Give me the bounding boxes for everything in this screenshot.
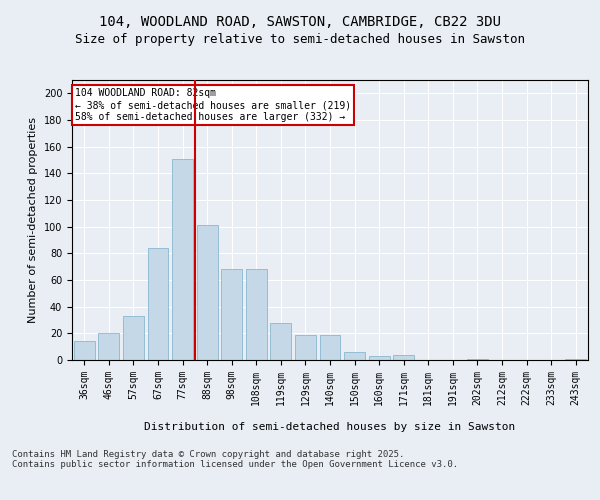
Bar bbox=[172, 158, 193, 360]
Bar bbox=[123, 316, 144, 360]
Bar bbox=[344, 352, 365, 360]
Text: Distribution of semi-detached houses by size in Sawston: Distribution of semi-detached houses by … bbox=[145, 422, 515, 432]
Bar bbox=[368, 356, 389, 360]
Bar bbox=[320, 334, 340, 360]
Bar bbox=[565, 358, 586, 360]
Bar bbox=[221, 270, 242, 360]
Bar bbox=[393, 354, 414, 360]
Text: 104, WOODLAND ROAD, SAWSTON, CAMBRIDGE, CB22 3DU: 104, WOODLAND ROAD, SAWSTON, CAMBRIDGE, … bbox=[99, 15, 501, 29]
Text: Size of property relative to semi-detached houses in Sawston: Size of property relative to semi-detach… bbox=[75, 32, 525, 46]
Bar bbox=[271, 322, 292, 360]
Bar bbox=[98, 334, 119, 360]
Y-axis label: Number of semi-detached properties: Number of semi-detached properties bbox=[28, 117, 38, 323]
Bar bbox=[246, 270, 267, 360]
Bar bbox=[467, 358, 488, 360]
Bar bbox=[295, 334, 316, 360]
Bar bbox=[74, 342, 95, 360]
Bar bbox=[148, 248, 169, 360]
Bar bbox=[197, 226, 218, 360]
Text: 104 WOODLAND ROAD: 82sqm
← 38% of semi-detached houses are smaller (219)
58% of : 104 WOODLAND ROAD: 82sqm ← 38% of semi-d… bbox=[74, 88, 351, 122]
Text: Contains HM Land Registry data © Crown copyright and database right 2025.
Contai: Contains HM Land Registry data © Crown c… bbox=[12, 450, 458, 469]
